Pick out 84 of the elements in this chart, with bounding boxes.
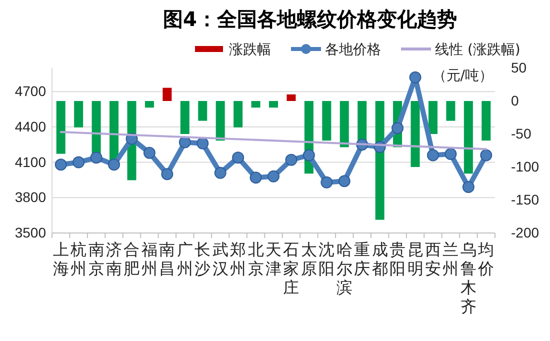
- x-tick-label: 广州: [176, 240, 193, 278]
- legend-label: 涨跌幅: [229, 42, 271, 58]
- y2-tick-label: -50: [511, 125, 532, 142]
- bar: [446, 101, 456, 121]
- point: [72, 156, 85, 168]
- bar: [74, 101, 84, 128]
- bar: [216, 101, 225, 141]
- x-tick-label: 哈尔滨: [336, 240, 352, 297]
- legend-label: 线性 (涨跌幅): [435, 42, 520, 58]
- bar: [410, 101, 420, 167]
- x-tick-label: 合肥: [124, 240, 140, 278]
- point: [409, 71, 422, 84]
- bar: [464, 101, 473, 174]
- bar: [358, 101, 367, 141]
- y-tick-label: 4700: [14, 83, 46, 100]
- bar: [56, 101, 66, 154]
- point: [232, 152, 244, 164]
- y-tick-label: 4100: [14, 154, 46, 170]
- point: [462, 181, 474, 194]
- x-tick-label: 重庆: [354, 240, 370, 278]
- x-tick-label: 西安: [424, 240, 441, 278]
- x-tick-label: 郑州: [230, 240, 246, 278]
- bar: [269, 101, 278, 108]
- legend-label: 各地价格: [325, 42, 381, 58]
- y-tick-label: 3800: [14, 189, 46, 206]
- bar: [286, 94, 296, 101]
- point: [444, 148, 457, 160]
- point: [214, 166, 226, 179]
- y2-tick-label: -200: [511, 224, 540, 240]
- y2-tick-label: -150: [511, 191, 540, 208]
- bar: [162, 88, 172, 101]
- point: [178, 136, 191, 148]
- x-tick-label: 昆明: [407, 240, 424, 278]
- point: [108, 158, 120, 171]
- y-tick-label: 3500: [14, 224, 46, 240]
- point: [392, 122, 404, 134]
- bar: [340, 101, 349, 148]
- y2-tick-label: 0: [511, 92, 519, 108]
- bar: [322, 101, 332, 141]
- bar: [482, 101, 491, 141]
- point: [196, 137, 209, 150]
- point: [480, 149, 492, 162]
- bar: [428, 101, 438, 134]
- point: [268, 170, 280, 182]
- bar: [234, 101, 243, 128]
- x-tick-label: 北京: [248, 240, 264, 278]
- point: [302, 149, 315, 162]
- x-tick-label: 南昌: [159, 240, 176, 278]
- annotation: （元/吨）: [432, 68, 493, 84]
- point: [426, 149, 439, 162]
- x-tick-label: 天津: [266, 240, 282, 278]
- y-tick-label: 4400: [14, 118, 46, 134]
- bar: [180, 101, 190, 134]
- point: [250, 172, 262, 184]
- point: [320, 176, 333, 188]
- x-tick-label: 均价: [477, 240, 494, 278]
- point: [161, 168, 174, 180]
- x-tick-label: 沈阳: [318, 240, 335, 278]
- point: [143, 146, 156, 159]
- x-tick-label: 太原: [300, 240, 317, 278]
- x-tick-label: 兰州: [442, 240, 459, 278]
- x-tick-label: 乌鲁木齐: [460, 240, 476, 316]
- point: [90, 152, 102, 164]
- y2-tick-label: -100: [511, 158, 540, 174]
- x-tick-label: 上海: [52, 240, 69, 278]
- x-tick-label: 福州: [141, 240, 158, 278]
- bar: [92, 101, 101, 154]
- x-tick-label: 南京: [88, 240, 104, 278]
- x-tick-label: 长沙: [194, 240, 211, 278]
- x-tick-label: 贵阳: [390, 240, 406, 278]
- x-tick-label: 成都: [372, 240, 388, 278]
- chart-title: 图4：全国各地螺纹价格变化趋势: [163, 7, 457, 31]
- x-tick-label: 武汉: [212, 240, 228, 278]
- x-tick-label: 石家庄: [283, 240, 300, 297]
- point: [285, 154, 298, 166]
- bar: [144, 101, 154, 108]
- x-tick-label: 杭州: [70, 240, 87, 278]
- point: [54, 158, 67, 171]
- bar: [198, 101, 208, 121]
- bar: [110, 101, 119, 160]
- y2-tick-label: 50: [511, 59, 527, 76]
- bar: [251, 101, 260, 108]
- point: [338, 175, 350, 188]
- x-tick-label: 济南: [106, 240, 122, 278]
